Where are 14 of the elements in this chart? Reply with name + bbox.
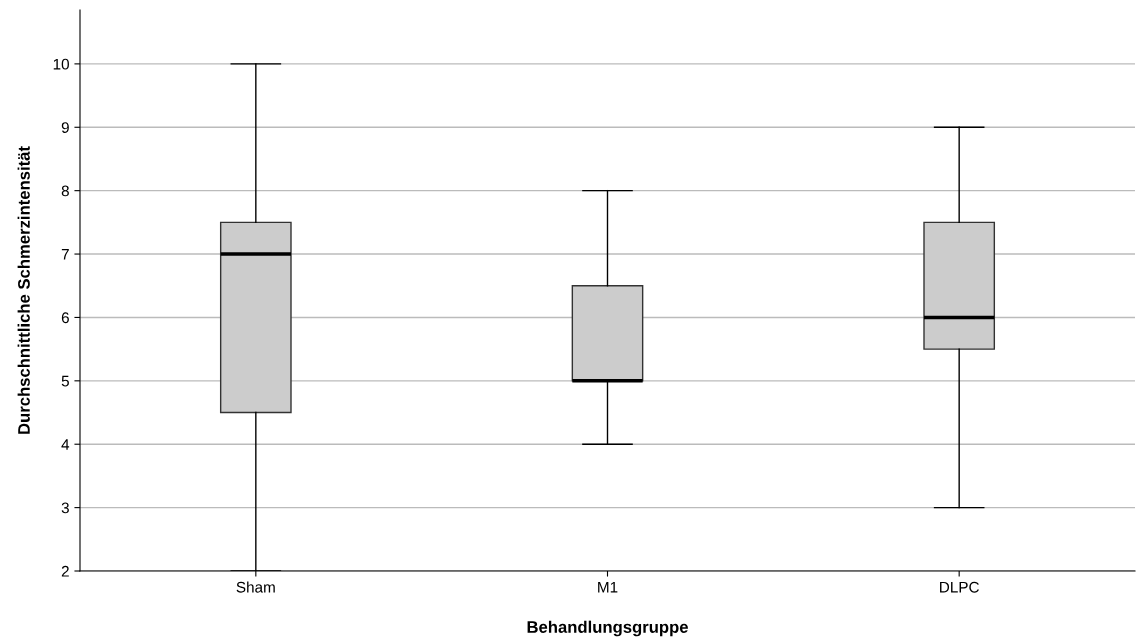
y-tick-label: 3 [61,502,69,514]
x-tick-label: Sham [236,581,275,593]
x-tick-label: DLPC [940,581,979,593]
y-tick-label: 8 [61,185,69,197]
y-tick-label: 6 [61,312,69,324]
y-tick-label: 4 [61,439,70,450]
y-tick-label: 9 [61,122,69,133]
x-axis-title: Behandlungsgruppe [527,620,688,637]
y-axis-title: Durchschnittliche Schmerzintensität [17,146,30,434]
x-tick-label: M1 [598,581,618,593]
y-tick-label: 2 [61,565,69,577]
y-tick-label: 10 [53,58,69,70]
y-tick-label: 5 [61,375,69,387]
y-tick-label: 7 [61,249,69,260]
